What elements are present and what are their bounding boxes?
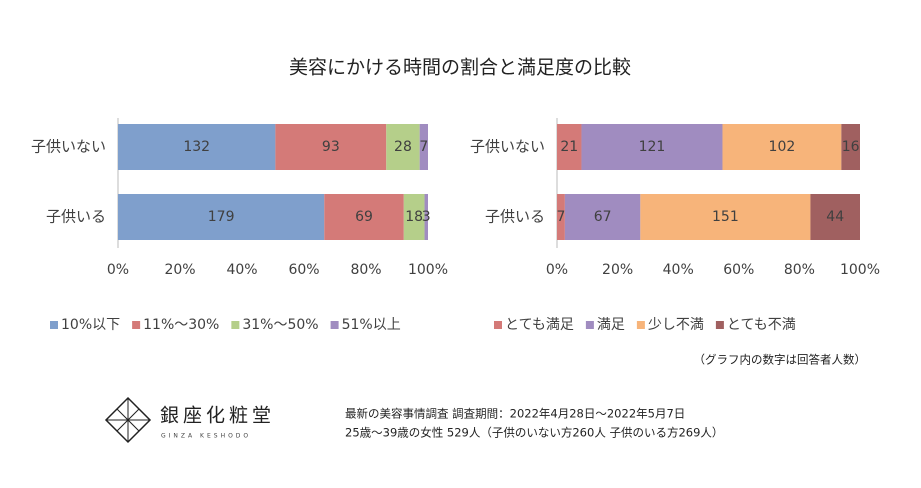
legend-label: 満足	[597, 317, 625, 333]
x-tick-label: 0%	[107, 262, 129, 278]
legend-label: 51%以上	[342, 317, 401, 333]
x-tick-label: 100%	[840, 262, 880, 278]
x-tick-label: 0%	[546, 262, 568, 278]
legend-label: とても満足	[505, 317, 574, 333]
x-tick-label: 40%	[663, 262, 694, 278]
x-tick-label: 20%	[164, 262, 195, 278]
logo-mark	[104, 396, 152, 444]
value-label: 28	[394, 139, 412, 155]
x-tick-label: 40%	[226, 262, 257, 278]
bar-segment	[118, 194, 325, 240]
x-tick-label: 60%	[288, 262, 319, 278]
value-label: 132	[183, 139, 210, 155]
value-label: 44	[826, 209, 844, 225]
category-label: 子供いる	[485, 208, 545, 226]
value-label: 69	[355, 209, 373, 225]
legend-swatch	[715, 321, 724, 329]
value-label: 121	[639, 139, 666, 155]
bar-segment	[557, 124, 582, 170]
title: 美容にかける時間の割合と満足度の比較	[289, 57, 631, 79]
x-tick-label: 100%	[408, 262, 448, 278]
bar-segment	[386, 124, 420, 170]
x-tick-label: 20%	[602, 262, 633, 278]
bar-segment	[118, 124, 276, 170]
value-label: 16	[842, 139, 860, 155]
legend-label: 10%以下	[61, 317, 120, 333]
value-label: 7	[419, 139, 428, 155]
x-tick-label: 60%	[723, 262, 754, 278]
legend-swatch	[50, 321, 58, 329]
bar-segment	[581, 124, 723, 170]
category-label: 子供いない	[31, 138, 106, 156]
note: （グラフ内の数字は回答者人数）	[694, 353, 867, 367]
value-label: 7	[556, 209, 565, 225]
value-label: 179	[208, 209, 235, 225]
bar-segment	[640, 194, 811, 240]
bar-segment	[722, 124, 842, 170]
legend-swatch	[585, 321, 594, 329]
footer-line: 25歳～39歳の女性 529人（子供のいない方260人 子供のいる方269人）	[345, 426, 723, 440]
footer-line: 最新の美容事情調査 調査期間：2022年4月28日～2022年5月7日	[345, 407, 685, 421]
logo-sub: GINZA KESHODO	[161, 433, 251, 440]
value-label: 3	[422, 209, 431, 225]
bar-segment	[424, 194, 428, 240]
value-label: 21	[560, 139, 578, 155]
legend-swatch	[636, 321, 645, 329]
value-label: 18	[405, 209, 423, 225]
category-label: 子供いない	[470, 138, 545, 156]
value-label: 93	[322, 139, 340, 155]
bar-segment	[419, 124, 428, 170]
bar-segment	[841, 124, 860, 170]
value-label: 102	[769, 139, 796, 155]
legend-swatch	[494, 321, 502, 329]
legend-label: 31%～50%	[242, 317, 318, 333]
legend-label: とても不満	[727, 317, 796, 333]
logo-name: 銀座化粧堂	[160, 405, 275, 427]
bar-segment	[275, 124, 387, 170]
value-label: 151	[712, 209, 739, 225]
bar-segment	[564, 194, 641, 240]
bar-segment	[403, 194, 425, 240]
bar-segment	[810, 194, 860, 240]
legend-swatch	[330, 321, 339, 329]
legend-swatch	[132, 321, 141, 329]
bar-segment	[557, 194, 565, 240]
legend-label: 11%～30%	[143, 317, 219, 333]
category-label: 子供いる	[46, 208, 106, 226]
x-tick-label: 80%	[350, 262, 381, 278]
legend-label: 少し不満	[648, 317, 704, 333]
bar-segment	[324, 194, 404, 240]
legend-swatch	[231, 321, 240, 329]
value-label: 67	[594, 209, 612, 225]
x-tick-label: 80%	[784, 262, 815, 278]
